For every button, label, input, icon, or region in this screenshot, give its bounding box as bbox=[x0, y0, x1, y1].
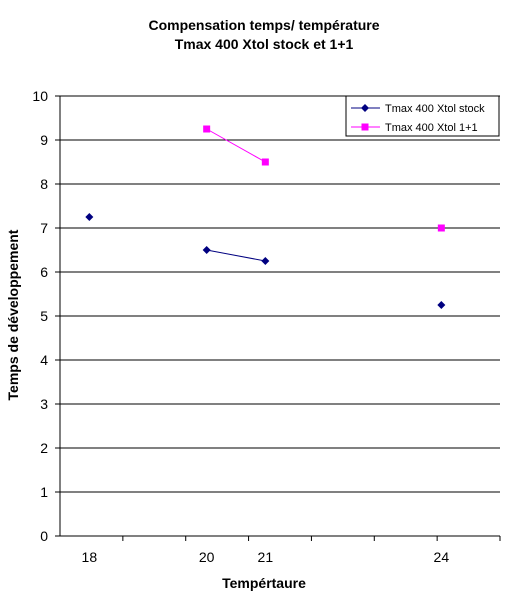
series-0-point-2 bbox=[261, 257, 270, 265]
y-axis-ticks: 0 1 2 3 4 5 6 7 8 9 10 bbox=[32, 88, 60, 544]
y-tick-label-6: 6 bbox=[40, 264, 48, 280]
series-1-point-0 bbox=[203, 125, 211, 133]
series-1-point-2 bbox=[437, 224, 445, 232]
legend-label-1plus1: Tmax 400 Xtol 1+1 bbox=[385, 122, 478, 134]
legend: Tmax 400 Xtol stock Tmax 400 Xtol 1+1 bbox=[345, 95, 500, 137]
y-tick-label-0: 0 bbox=[40, 528, 48, 544]
x-tick-label-21: 21 bbox=[258, 549, 274, 565]
y-tick-label-4: 4 bbox=[40, 352, 48, 368]
y-tick-label-10: 10 bbox=[32, 88, 48, 104]
y-tick-label-1: 1 bbox=[40, 484, 48, 500]
gridlines bbox=[60, 95, 500, 493]
y-tick-label-2: 2 bbox=[40, 440, 48, 456]
y-tick-label-8: 8 bbox=[40, 176, 48, 192]
x-tick-label-20: 20 bbox=[199, 549, 215, 565]
x-tick-label-18: 18 bbox=[82, 549, 98, 565]
legend-item-1plus1: Tmax 400 Xtol 1+1 bbox=[351, 122, 478, 134]
y-tick-label-7: 7 bbox=[40, 220, 48, 236]
series-1 bbox=[203, 125, 445, 232]
series-1-point-1 bbox=[261, 158, 269, 166]
legend-marker-stock bbox=[361, 104, 369, 112]
y-tick-label-9: 9 bbox=[40, 132, 48, 148]
legend-item-stock: Tmax 400 Xtol stock bbox=[351, 103, 485, 115]
x-tick-label-24: 24 bbox=[434, 549, 450, 565]
legend-label-stock: Tmax 400 Xtol stock bbox=[385, 103, 485, 115]
series-0-point-0 bbox=[85, 213, 94, 221]
series-1-segment-0 bbox=[206, 128, 266, 163]
chart-title-line-1: Compensation temps/ température bbox=[148, 17, 379, 33]
x-axis-ticks: 18 20 21 24 bbox=[82, 536, 501, 565]
series-group bbox=[85, 125, 446, 309]
series-0-point-1 bbox=[202, 246, 211, 254]
chart-title-line-2: Tmax 400 Xtol stock et 1+1 bbox=[175, 36, 354, 52]
legend-marker-1plus1 bbox=[361, 123, 369, 131]
y-axis-label: Temps de développement bbox=[5, 229, 21, 400]
series-0-segment-0 bbox=[206, 249, 266, 262]
legend-box bbox=[345, 95, 500, 137]
y-tick-label-3: 3 bbox=[40, 396, 48, 412]
y-tick-label-5: 5 bbox=[40, 308, 48, 324]
series-0 bbox=[85, 213, 446, 309]
x-axis-label: Tempértaure bbox=[222, 575, 306, 591]
series-0-point-3 bbox=[437, 301, 446, 309]
